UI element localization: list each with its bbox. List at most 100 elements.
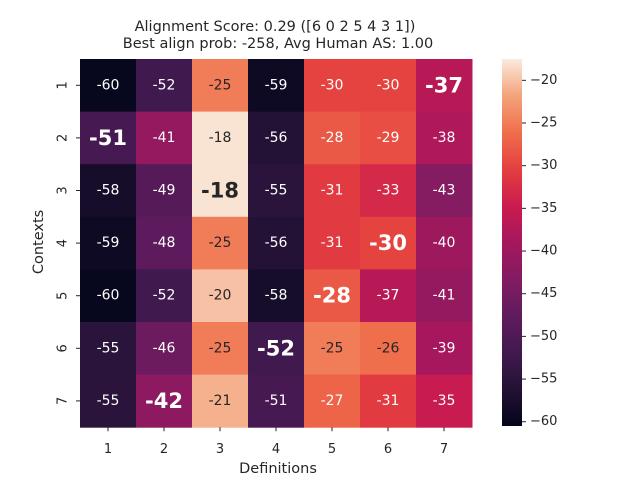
heatmap-cell: [80, 111, 137, 165]
y-tick-label: 6: [56, 344, 71, 352]
heatmap-cell: [192, 164, 249, 218]
heatmap-cell: [248, 322, 305, 376]
cell-value-label: -52: [153, 77, 176, 93]
heatmap-cell: [192, 374, 249, 428]
cell-value-label: -25: [209, 235, 232, 251]
heatmap-cells: -60 -52 -25 -59 -30 -30 -37 -51 -41 -18 -56 -28 -29 -…: [80, 59, 473, 428]
heatmap-cell: [416, 59, 473, 113]
cell-value-label: -58: [265, 288, 288, 304]
cell-value-label: -37: [425, 73, 463, 97]
cell-value-label: -28: [321, 130, 344, 146]
cell-value-label: -43: [433, 183, 456, 199]
heatmap-cell: [136, 59, 193, 113]
heatmap-cell: [192, 111, 249, 165]
cell-value-label: -40: [433, 235, 456, 251]
heatmap-cell: [416, 374, 473, 428]
heatmap-cell: [80, 59, 137, 113]
heatmap-cell: [80, 216, 137, 270]
heatmap-cell: [360, 374, 417, 428]
colorbar-tick-label: −55: [530, 372, 557, 387]
heatmap-cell: [136, 269, 193, 323]
heatmap-cell: [360, 269, 417, 323]
heatmap-cell: [416, 164, 473, 218]
heatmap-cell: [416, 322, 473, 376]
cell-value-label: -29: [377, 130, 400, 146]
colorbar-tick-label: −25: [530, 116, 557, 131]
cell-value-label: -55: [97, 393, 120, 409]
heatmap-cell: [80, 164, 137, 218]
cell-value-label: -41: [153, 130, 176, 146]
x-tick-label: 4: [272, 442, 280, 457]
cell-value-label: -26: [377, 340, 400, 356]
x-tick-label: 7: [440, 442, 448, 457]
colorbar-ticks: −20 −25 −30 −35 −40 −45 −50 −55 −60: [522, 73, 557, 429]
y-tick-label: 3: [56, 186, 71, 194]
heatmap-cell: [304, 322, 361, 376]
cell-value-label: -18: [201, 179, 239, 203]
heatmap-cell: [192, 269, 249, 323]
heatmap-cell: [136, 322, 193, 376]
cell-value-label: -27: [321, 393, 344, 409]
x-tick-label: 3: [216, 442, 224, 457]
heatmap-cell: [248, 269, 305, 323]
cell-value-label: -59: [97, 235, 120, 251]
heatmap-cell: [136, 164, 193, 218]
heatmap-cell: [80, 269, 137, 323]
chart-title: Alignment Score: 0.29 ([6 0 2 5 4 3 1]): [135, 19, 416, 35]
cell-value-label: -25: [321, 340, 344, 356]
y-tick-label: 4: [56, 239, 71, 247]
cell-value-label: -60: [97, 77, 120, 93]
colorbar-tick-label: −60: [530, 414, 557, 429]
cell-value-label: -37: [377, 288, 400, 304]
cell-value-label: -31: [321, 235, 344, 251]
cell-value-label: -55: [265, 183, 288, 199]
heatmap-cell: [304, 59, 361, 113]
colorbar-tick-label: −30: [530, 158, 557, 173]
heatmap-cell: [304, 216, 361, 270]
x-axis-ticks: 1 2 3 4 5 6 7: [104, 427, 448, 457]
cell-value-label: -49: [153, 183, 176, 199]
cell-value-label: -30: [321, 77, 344, 93]
heatmap-cell: [360, 59, 417, 113]
cell-value-label: -31: [377, 393, 400, 409]
heatmap-cell: [192, 216, 249, 270]
cell-value-label: -30: [369, 231, 407, 255]
cell-value-label: -31: [321, 183, 344, 199]
y-tick-label: 7: [56, 397, 71, 405]
heatmap-cell: [248, 111, 305, 165]
x-tick-label: 2: [160, 442, 168, 457]
heatmap-cell: [248, 59, 305, 113]
heatmap-cell: [360, 322, 417, 376]
cell-value-label: -18: [209, 130, 232, 146]
x-axis-label: Definitions: [239, 461, 317, 477]
cell-value-label: -51: [89, 126, 127, 150]
cell-value-label: -48: [153, 235, 176, 251]
colorbar: [502, 59, 522, 426]
cell-value-label: -41: [433, 288, 456, 304]
heatmap-cell: [416, 111, 473, 165]
cell-value-label: -56: [265, 130, 288, 146]
chart-subtitle: Best align prob: -258, Avg Human AS: 1.0…: [123, 36, 433, 52]
y-tick-label: 5: [56, 292, 71, 300]
cell-value-label: -21: [209, 393, 232, 409]
colorbar-tick-label: −35: [530, 201, 557, 216]
x-tick-label: 5: [328, 442, 336, 457]
heatmap-cell: [416, 269, 473, 323]
heatmap-cell: [360, 216, 417, 270]
cell-value-label: -52: [153, 288, 176, 304]
heatmap-cell: [304, 164, 361, 218]
cell-value-label: -35: [433, 393, 456, 409]
cell-value-label: -30: [377, 77, 400, 93]
cell-value-label: -59: [265, 77, 288, 93]
heatmap-cell: [192, 59, 249, 113]
heatmap-cell: [248, 164, 305, 218]
heatmap-cell: [304, 269, 361, 323]
heatmap-cell: [360, 164, 417, 218]
x-tick-label: 6: [384, 442, 392, 457]
cell-value-label: -38: [433, 130, 456, 146]
y-axis-label: Contexts: [31, 210, 47, 274]
cell-value-label: -52: [257, 336, 295, 360]
cell-value-label: -56: [265, 235, 288, 251]
heatmap-cell: [192, 322, 249, 376]
